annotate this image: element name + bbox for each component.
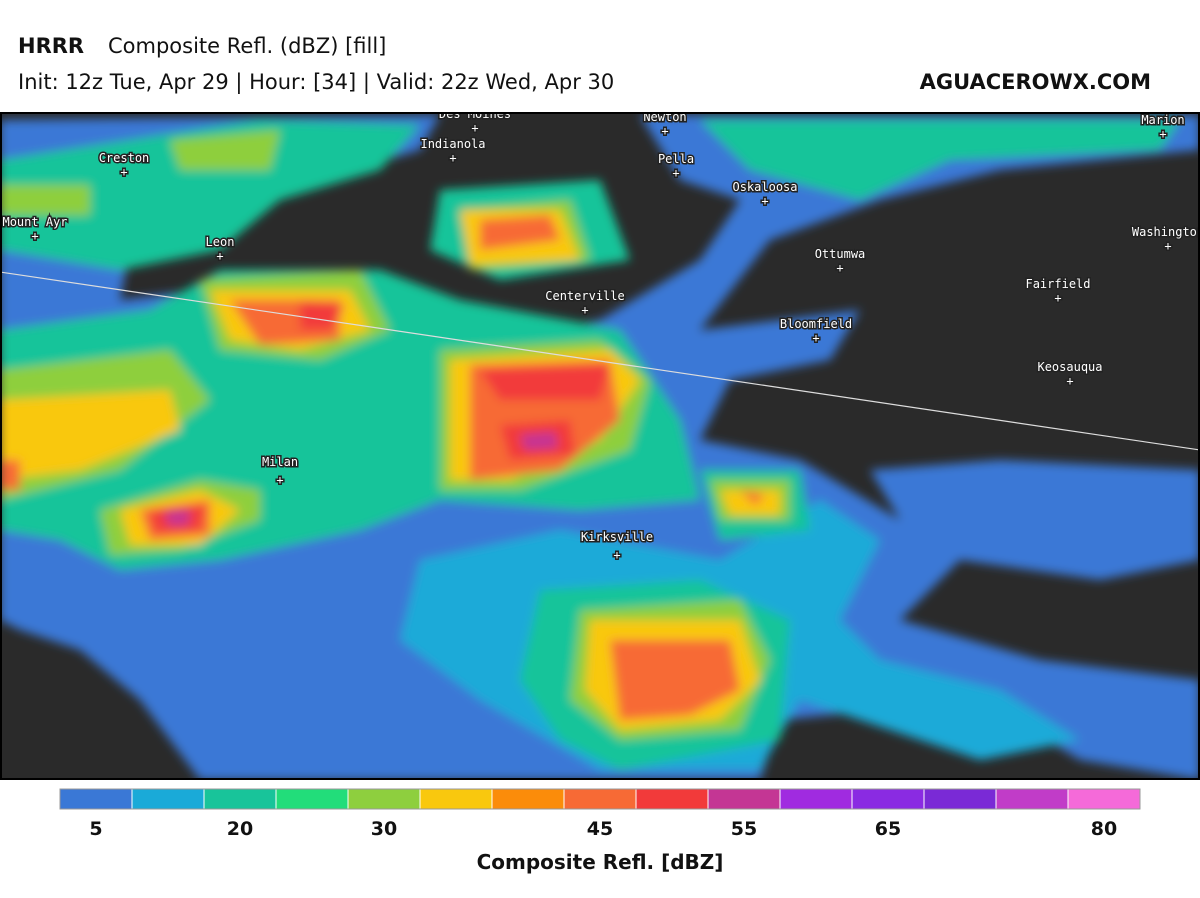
model-name: HRRR — [18, 34, 84, 58]
place-label: Leon — [206, 235, 235, 249]
legend-swatch — [419, 788, 493, 810]
map-frame — [0, 112, 1200, 780]
place-marker: + — [836, 261, 843, 275]
place-label: Keosauqua — [1037, 360, 1102, 374]
run-info: Init: 12z Tue, Apr 29 | Hour: [34] | Val… — [18, 70, 614, 95]
place-label: Mount Ayr — [2, 215, 67, 229]
radar-field — [2, 115, 1198, 778]
place-marker: + — [449, 151, 456, 165]
legend-swatch — [851, 788, 925, 810]
place-marker: + — [761, 194, 768, 208]
place-label: Washington — [1132, 225, 1200, 239]
legend-label: Composite Refl. [dBZ] — [477, 850, 724, 874]
place-label: Centerville — [545, 289, 624, 303]
legend-swatch — [491, 788, 565, 810]
place-marker: + — [31, 229, 38, 243]
place-label: Kirksville — [581, 530, 653, 544]
legend-swatch — [1067, 788, 1141, 810]
product-title: Composite Refl. (dBZ) [fill] — [108, 34, 386, 58]
legend-tick-label: 65 — [875, 818, 901, 840]
legend-swatch — [131, 788, 205, 810]
place-marker: + — [1164, 239, 1171, 253]
legend-swatch — [563, 788, 637, 810]
legend-swatch — [59, 788, 133, 810]
legend-border — [59, 788, 1141, 810]
place-marker: + — [120, 165, 127, 179]
legend-swatch — [779, 788, 853, 810]
site-name: AGUACEROWX.COM — [920, 70, 1151, 94]
place-marker: + — [276, 473, 283, 487]
place-label: Marion — [1141, 113, 1184, 127]
legend-tick-label: 30 — [371, 818, 397, 840]
place-marker: + — [216, 249, 223, 263]
color-legend: 5 20 30 45 55 65 80 — [59, 788, 1141, 840]
place-marker: + — [812, 331, 819, 345]
legend-swatch — [995, 788, 1069, 810]
place-marker: + — [581, 303, 588, 317]
place-marker: + — [471, 121, 478, 135]
place-marker: + — [613, 548, 620, 562]
place-marker: + — [1066, 374, 1073, 388]
place-label: Creston — [99, 151, 150, 165]
place-label: Ottumwa — [815, 247, 866, 261]
place-label: Bloomfield — [780, 317, 852, 331]
place-marker: + — [672, 166, 679, 180]
legend-tick-label: 45 — [587, 818, 613, 840]
map: Des Moines+Newton+Marion+Indianola+Crest… — [2, 107, 1200, 778]
place-label: Milan — [262, 455, 298, 469]
place-label: Pella — [658, 152, 694, 166]
legend-tick-label: 80 — [1091, 818, 1117, 840]
place-marker: + — [1159, 127, 1166, 141]
legend-swatch — [923, 788, 997, 810]
legend-tick-label: 55 — [731, 818, 757, 840]
legend-swatch — [635, 788, 709, 810]
place-label: Newton — [643, 110, 686, 124]
legend-swatch — [707, 788, 781, 810]
legend-tick-label: 20 — [227, 818, 253, 840]
legend-tick-label: 5 — [89, 818, 102, 840]
place-marker: + — [661, 124, 668, 138]
place-marker: + — [1054, 291, 1061, 305]
place-label: Fairfield — [1025, 277, 1090, 291]
state-border — [2, 271, 1198, 451]
legend-swatch — [203, 788, 277, 810]
place-labels: Des Moines+Newton+Marion+Indianola+Crest… — [2, 107, 1200, 564]
place-label: Des Moines — [439, 107, 511, 121]
legend-swatch — [275, 788, 349, 810]
legend-swatch — [347, 788, 421, 810]
place-label: Oskaloosa — [732, 180, 797, 194]
place-label: Indianola — [420, 137, 485, 151]
